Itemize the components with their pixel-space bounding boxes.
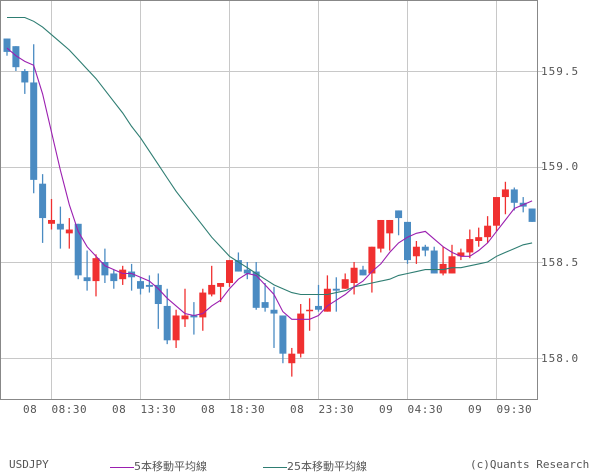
candle-up <box>119 269 127 280</box>
copyright: (c)Quants Research <box>470 458 590 471</box>
candle-down <box>83 277 91 282</box>
candle-down <box>137 281 144 289</box>
symbol-label: USDJPY <box>9 458 49 471</box>
candle-up <box>377 219 385 249</box>
candle-down <box>528 208 536 222</box>
ma25-line <box>7 16 533 296</box>
candle-down <box>163 305 171 341</box>
y-tick-label: 158.0 <box>541 352 580 365</box>
candle-down <box>261 302 269 308</box>
candle-up <box>288 353 296 364</box>
candle-down <box>315 305 322 310</box>
x-tick-label: 08 23:30 <box>290 403 355 416</box>
candle-up <box>386 219 394 234</box>
candle-up <box>341 279 349 289</box>
candle-down <box>395 210 403 219</box>
candle-up <box>217 283 225 287</box>
candle-down <box>154 284 162 305</box>
candle-up <box>48 219 55 224</box>
candle-up <box>475 237 483 241</box>
x-tick-label: 09 04:30 <box>379 403 444 416</box>
candle-up <box>368 246 376 274</box>
candle-down <box>74 223 82 276</box>
legend-ma5-label: 5本移動平均線 <box>134 460 207 473</box>
candle-up <box>448 256 456 274</box>
candle-down <box>279 315 287 354</box>
candle-up <box>208 284 216 295</box>
candle-up <box>323 288 331 312</box>
x-tick-label: 08 08:30 <box>23 403 88 416</box>
legend-ma25-label: 25本移動平均線 <box>287 460 367 473</box>
plot-frame <box>0 0 538 400</box>
candle-up <box>199 292 207 318</box>
candle-down <box>145 284 153 287</box>
candle-down <box>243 269 251 274</box>
y-tick-label: 159.5 <box>541 65 580 78</box>
candle-down <box>252 271 260 308</box>
candle-down <box>510 189 518 203</box>
candle-down <box>30 82 38 180</box>
candle-down <box>421 246 429 251</box>
candle-down <box>270 309 278 314</box>
ma5-line <box>6 47 533 320</box>
candle-up <box>226 260 233 284</box>
x-tick-label: 09 09:30 <box>468 403 533 416</box>
candle-up <box>412 246 420 257</box>
candle-down <box>190 315 198 318</box>
candle-down <box>101 262 109 276</box>
candle-down <box>128 271 136 278</box>
legend-ma25: 25本移動平均線 <box>263 458 367 474</box>
candle-up <box>92 258 100 282</box>
candle-down <box>56 223 64 230</box>
candle-up <box>439 263 447 274</box>
candle-down <box>359 269 367 276</box>
candle-down <box>39 183 47 219</box>
candle-down <box>3 38 11 52</box>
candle-up <box>172 315 180 341</box>
x-tick-label: 08 18:30 <box>201 403 266 416</box>
candle-up <box>350 267 358 284</box>
candle-up <box>306 309 314 312</box>
y-tick-label: 158.5 <box>541 256 580 269</box>
candle-down <box>21 71 29 83</box>
legend-ma5: 5本移動平均線 <box>110 458 207 474</box>
candle-up <box>65 229 73 234</box>
candle-up <box>493 197 500 226</box>
candle-up <box>457 252 465 257</box>
candle-up <box>466 239 474 253</box>
candle-down <box>234 260 242 272</box>
candle-up <box>297 313 305 354</box>
candle-down <box>430 250 438 274</box>
x-tick-label: 08 13:30 <box>112 403 177 416</box>
candle-down <box>110 273 118 282</box>
candle-up <box>501 189 509 198</box>
legend-ma25-swatch <box>263 466 287 468</box>
legend-ma5-swatch <box>110 466 134 468</box>
candle-down <box>12 46 20 68</box>
candle-down <box>404 221 411 261</box>
candle-down <box>332 288 340 291</box>
candle-up <box>484 225 492 238</box>
candle-up <box>181 315 189 320</box>
y-tick-label: 159.0 <box>541 160 580 173</box>
